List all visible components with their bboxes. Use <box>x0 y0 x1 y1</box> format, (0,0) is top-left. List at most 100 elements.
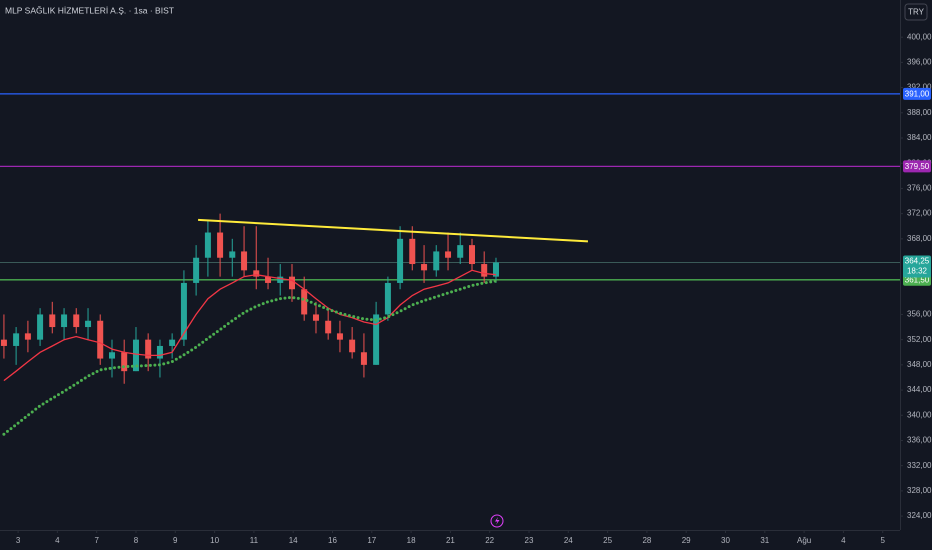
candle-body <box>433 251 440 271</box>
candle-body <box>193 257 200 283</box>
chart-title: MLP SAĞLIK HİZMETLERİ A.Ş. · 1sa · BIST <box>5 5 174 15</box>
level-label-box <box>903 160 931 173</box>
candle-body <box>61 314 68 328</box>
level-label-box <box>903 87 931 100</box>
y-tick-label: 372,00 <box>907 209 932 218</box>
x-tick-label: 30 <box>721 536 730 545</box>
y-tick-label: 344,00 <box>907 385 932 394</box>
candle-body <box>217 232 224 258</box>
currency-button[interactable] <box>904 3 928 21</box>
x-tick-label: 25 <box>603 536 612 545</box>
candle-body <box>156 345 163 359</box>
plot: 3 4 7 8 9 10 11 14 16 17 18 21 22 23 24 25 28 29 30 31 Ağu 4 5 <box>0 93 900 545</box>
x-tick-label: 29 <box>682 536 691 545</box>
candle-body <box>265 276 272 283</box>
candle-body <box>49 314 56 328</box>
candle-body <box>325 320 332 334</box>
candle-body <box>0 339 7 346</box>
candle-body <box>384 282 391 315</box>
x-tick-label: 11 <box>250 536 259 545</box>
x-tick-label: Ağu <box>797 536 811 545</box>
y-tick-label: 388,00 <box>907 108 932 117</box>
x-tick-label: 22 <box>485 536 494 545</box>
candle-body <box>132 339 139 372</box>
candle-body <box>73 314 80 328</box>
y-tick-label: 356,00 <box>907 310 932 319</box>
last-price-label: 364,25 <box>905 257 930 266</box>
x-tick-label: 10 <box>210 536 219 545</box>
candle-body <box>481 264 488 277</box>
y-tick-label: 376,00 <box>907 184 932 193</box>
candle-body <box>349 339 356 353</box>
candle-body <box>277 276 284 283</box>
candle-body <box>469 245 476 265</box>
y-tick-label: 336,00 <box>907 436 932 445</box>
level-label: 379,50 <box>905 162 930 171</box>
y-tick-label: 328,00 <box>907 486 932 495</box>
x-tick-label: 4 <box>841 536 846 545</box>
x-tick-label: 14 <box>289 536 298 545</box>
candle-body <box>397 238 404 283</box>
last-price-box <box>903 255 931 278</box>
candle-body <box>169 339 176 346</box>
x-tick-label: 8 <box>134 536 139 545</box>
x-tick-label: 4 <box>55 536 60 545</box>
x-tick-label: 24 <box>564 536 573 545</box>
candle-body <box>360 352 367 365</box>
y-tick-label: 324,00 <box>907 511 932 520</box>
candle-body <box>409 238 416 265</box>
countdown-label: 18:32 <box>907 267 928 276</box>
y-tick-label: 348,00 <box>907 360 932 369</box>
x-tick-label: 9 <box>173 536 178 545</box>
candle-body <box>336 333 343 340</box>
y-tick-label: 396,00 <box>907 57 932 66</box>
candle-body <box>13 333 20 346</box>
candle-body <box>37 314 44 340</box>
y-tick-label: 392,00 <box>907 83 932 92</box>
candle-body <box>312 314 319 321</box>
x-tick-label: 18 <box>407 536 416 545</box>
event-icon[interactable] <box>490 514 504 528</box>
candle-body <box>204 232 211 258</box>
y-tick-label: 384,00 <box>907 133 932 142</box>
x-tick-label: 31 <box>760 536 769 545</box>
x-tick-label: 23 <box>525 536 534 545</box>
x-tick-label: 7 <box>94 536 99 545</box>
x-tick-label: 21 <box>446 536 455 545</box>
moving-average <box>2 279 498 436</box>
candle-body <box>492 262 499 277</box>
level-label: 391,00 <box>905 90 930 99</box>
y-tick-label: 352,00 <box>907 335 932 344</box>
candle-body <box>180 282 187 340</box>
candle-body <box>253 270 260 277</box>
candle-body <box>421 264 428 271</box>
price-axis: 400,00396,00392,00388,00384,00380,00376,… <box>900 32 932 520</box>
moving-average <box>3 269 497 382</box>
candle-body <box>445 251 452 258</box>
candle-body <box>97 320 104 359</box>
y-tick-label: 340,00 <box>907 410 932 419</box>
candle-body <box>457 245 464 258</box>
x-tick-label: 28 <box>642 536 651 545</box>
event-icon-bolt <box>495 517 500 525</box>
candle-body <box>85 320 92 328</box>
currency-label[interactable]: TRY <box>908 8 925 17</box>
y-tick-label: 400,00 <box>907 32 932 41</box>
candle-body <box>229 251 236 258</box>
level-label: 361,50 <box>905 275 930 284</box>
trendline <box>198 218 589 243</box>
x-tick-label: 5 <box>880 536 885 545</box>
x-tick-label: 3 <box>16 536 21 545</box>
y-tick-label: 332,00 <box>907 461 932 470</box>
candle-body <box>301 289 308 315</box>
candle-body <box>121 352 128 372</box>
y-tick-label: 368,00 <box>907 234 932 243</box>
candle-body <box>241 251 248 271</box>
candle-body <box>289 276 296 290</box>
candle-body <box>109 352 116 359</box>
candle-body <box>145 339 152 359</box>
x-tick-label: 16 <box>328 536 337 545</box>
